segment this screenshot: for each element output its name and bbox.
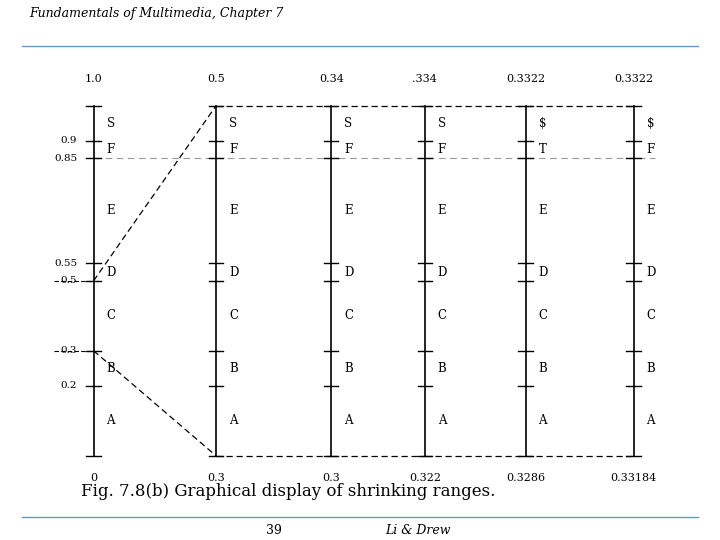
Text: 0.3286: 0.3286 xyxy=(506,473,545,483)
Text: E: E xyxy=(344,204,353,217)
Text: A: A xyxy=(344,414,353,427)
Text: 39: 39 xyxy=(266,524,282,537)
Text: 0.3: 0.3 xyxy=(207,473,225,483)
Text: C: C xyxy=(107,309,115,322)
Text: F: F xyxy=(438,143,446,156)
Text: Fig. 7.8(b) Graphical display of shrinking ranges.: Fig. 7.8(b) Graphical display of shrinki… xyxy=(81,483,495,500)
Text: 0.55: 0.55 xyxy=(54,259,77,268)
Text: C: C xyxy=(438,309,446,322)
Text: $: $ xyxy=(647,117,654,130)
Text: Fundamentals of Multimedia, Chapter 7: Fundamentals of Multimedia, Chapter 7 xyxy=(29,7,283,20)
Text: C: C xyxy=(229,309,238,322)
Text: 0.85: 0.85 xyxy=(54,154,77,163)
Text: C: C xyxy=(344,309,354,322)
Text: A: A xyxy=(539,414,547,427)
Text: S: S xyxy=(229,117,237,130)
Text: B: B xyxy=(438,362,446,375)
Text: E: E xyxy=(107,204,115,217)
Text: 0.3: 0.3 xyxy=(60,346,77,355)
Text: E: E xyxy=(539,204,547,217)
Text: F: F xyxy=(107,143,114,156)
Text: A: A xyxy=(107,414,115,427)
Text: 0.9: 0.9 xyxy=(60,136,77,145)
Text: D: D xyxy=(539,266,548,279)
Text: B: B xyxy=(539,362,547,375)
Text: E: E xyxy=(229,204,238,217)
Text: B: B xyxy=(647,362,655,375)
Text: 0.33184: 0.33184 xyxy=(611,473,657,483)
Text: C: C xyxy=(539,309,547,322)
Text: 0.3322: 0.3322 xyxy=(614,74,653,84)
Text: B: B xyxy=(344,362,353,375)
Text: 0.3: 0.3 xyxy=(323,473,340,483)
Text: D: D xyxy=(438,266,447,279)
Text: F: F xyxy=(344,143,352,156)
Text: F: F xyxy=(647,143,654,156)
Text: B: B xyxy=(107,362,115,375)
Text: D: D xyxy=(229,266,238,279)
Text: 0.5: 0.5 xyxy=(60,276,77,285)
Text: 0.2: 0.2 xyxy=(60,381,77,390)
Text: $: $ xyxy=(539,117,546,130)
Text: S: S xyxy=(438,117,446,130)
Text: 0: 0 xyxy=(90,473,97,483)
Text: A: A xyxy=(229,414,238,427)
Text: D: D xyxy=(107,266,116,279)
Text: D: D xyxy=(344,266,354,279)
Text: Li & Drew: Li & Drew xyxy=(385,524,450,537)
Text: S: S xyxy=(107,117,114,130)
Text: A: A xyxy=(438,414,446,427)
Text: 0.3322: 0.3322 xyxy=(506,74,545,84)
Text: E: E xyxy=(647,204,655,217)
Text: 0.322: 0.322 xyxy=(409,473,441,483)
Text: S: S xyxy=(344,117,352,130)
Text: F: F xyxy=(229,143,237,156)
Text: D: D xyxy=(647,266,656,279)
Text: 1.0: 1.0 xyxy=(85,74,102,84)
Text: E: E xyxy=(438,204,446,217)
Text: T: T xyxy=(539,143,546,156)
Text: A: A xyxy=(647,414,655,427)
Text: C: C xyxy=(647,309,656,322)
Text: 0.5: 0.5 xyxy=(207,74,225,84)
Text: .334: .334 xyxy=(413,74,437,84)
Text: 0.34: 0.34 xyxy=(319,74,343,84)
Text: B: B xyxy=(229,362,238,375)
